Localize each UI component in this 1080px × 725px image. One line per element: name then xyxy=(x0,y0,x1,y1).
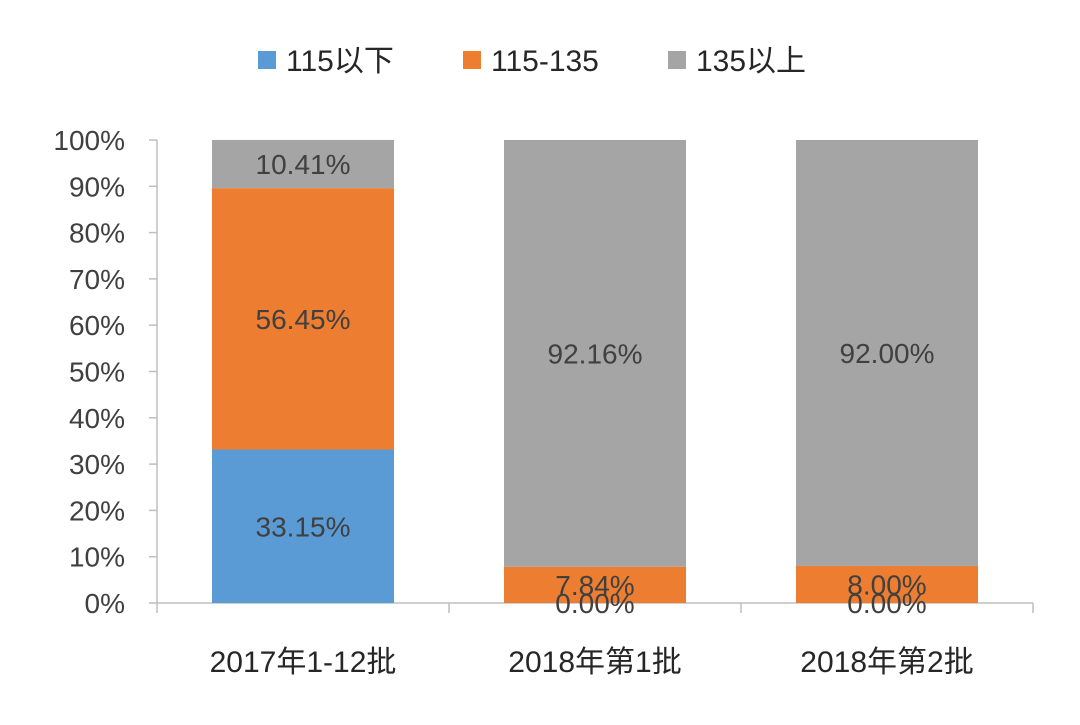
y-tick-label: 100% xyxy=(53,125,125,156)
data-label-cat2-series1: 0.00% xyxy=(555,588,634,619)
x-category-label-3: 2018年第2批 xyxy=(800,646,973,679)
y-tick-label: 10% xyxy=(69,542,125,573)
legend-swatch-3 xyxy=(668,51,686,69)
y-tick-label: 30% xyxy=(69,449,125,480)
legend-label-3: 135以上 xyxy=(696,45,806,78)
legend-label-2: 115-135 xyxy=(491,45,599,78)
y-tick-label: 70% xyxy=(69,264,125,295)
bar-segment-cat1-series2 xyxy=(212,188,394,450)
bar-segment-cat2-series2 xyxy=(504,566,686,603)
legend: 115以下 115-135 135以上 xyxy=(258,45,806,78)
y-tick-label: 20% xyxy=(69,495,125,526)
bar-segment-cat3-series2 xyxy=(796,565,978,603)
data-label-cat1-series1: 33.15% xyxy=(256,511,351,542)
x-category-label-2: 2018年第1批 xyxy=(508,646,681,679)
legend-label-1: 115以下 xyxy=(286,45,394,78)
bars xyxy=(212,139,978,603)
bar-segment-cat1-series3 xyxy=(212,139,394,189)
x-category-label-1: 2017年1-12批 xyxy=(210,646,397,679)
y-tick-label: 60% xyxy=(69,310,125,341)
data-labels: 33.15%56.45%10.41%0.00%7.84%92.16%0.00%8… xyxy=(256,149,935,619)
bar-segment-cat2-series3 xyxy=(504,140,686,567)
y-tick-label: 90% xyxy=(69,171,125,202)
bar-segment-cat1-series1 xyxy=(212,449,394,603)
y-tick-label: 0% xyxy=(85,588,125,619)
legend-swatch-2 xyxy=(463,51,481,69)
bar-segment-cat3-series3 xyxy=(796,140,978,566)
legend-swatch-1 xyxy=(258,51,276,69)
data-label-cat1-series2: 56.45% xyxy=(256,304,351,335)
data-label-cat3-series1: 0.00% xyxy=(847,588,926,619)
y-tick-label: 80% xyxy=(69,218,125,249)
data-label-cat3-series2: 8.00% xyxy=(847,569,926,600)
data-label-cat3-series3: 92.00% xyxy=(840,338,935,369)
y-tick-label: 50% xyxy=(69,357,125,388)
data-label-cat2-series3: 92.16% xyxy=(548,338,643,369)
data-label-cat2-series2: 7.84% xyxy=(555,570,634,601)
y-tick-label: 40% xyxy=(69,403,125,434)
data-label-cat1-series3: 10.41% xyxy=(256,149,351,180)
y-axis: 0% 10% 20% 30% 40% 50% 60% 70% 80% 90% 100% xyxy=(53,125,158,619)
